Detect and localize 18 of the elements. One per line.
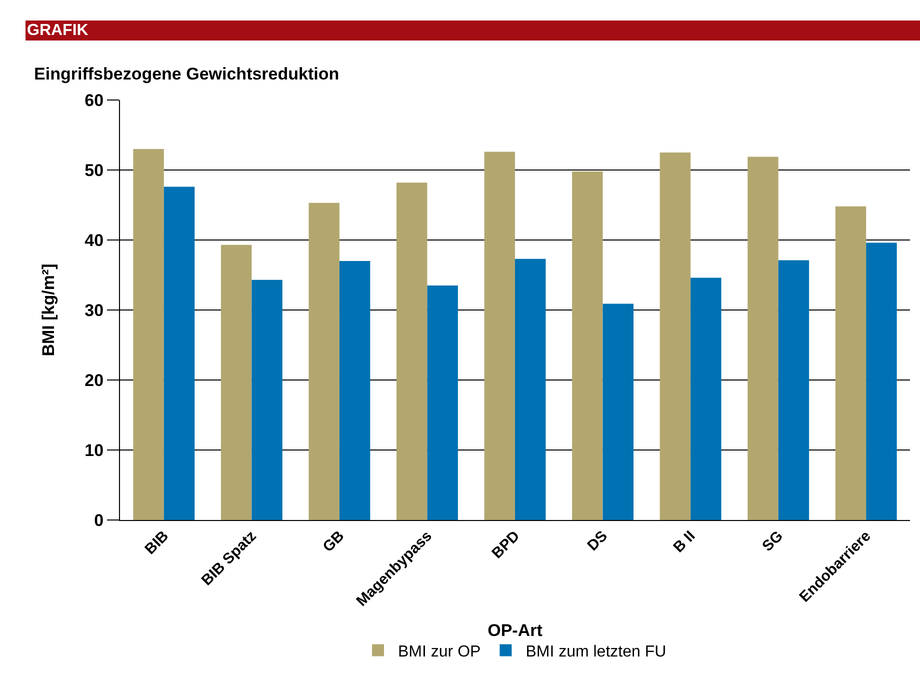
- y-tick-label: 10: [84, 440, 104, 460]
- x-tick-label: DS: [584, 528, 611, 554]
- y-axis-title: BMI [kg/m²]: [39, 264, 58, 356]
- chart-title: Eingriffsbezogene Gewichtsreduktion: [34, 64, 340, 84]
- text: GRAFIK: [27, 22, 89, 39]
- x-tick-label: B II: [670, 528, 699, 556]
- y-tick-label: 60: [84, 90, 104, 110]
- y-tick-label: 30: [84, 300, 104, 320]
- y-tick-label: 0: [94, 510, 104, 530]
- x-tick-label: BIB: [142, 528, 172, 558]
- y-tick-label: 50: [84, 160, 104, 180]
- x-tick-label: SG: [759, 528, 786, 555]
- x-axis-title: OP-Art: [488, 621, 543, 640]
- legend-label: BMI zum letzten FU: [526, 644, 666, 661]
- y-tick-label: 20: [84, 370, 104, 390]
- x-tick-label: GB: [320, 527, 348, 556]
- y-tick-label: 40: [84, 230, 104, 250]
- legend-label: BMI zur OP: [398, 644, 481, 661]
